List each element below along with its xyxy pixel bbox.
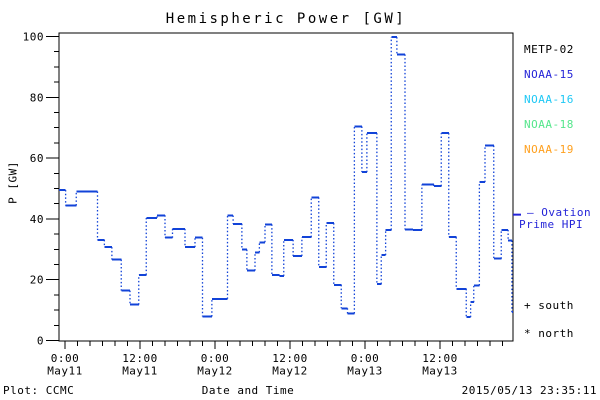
y-tick-label: 0 xyxy=(37,335,44,348)
south-hemisphere-marker-label: + south xyxy=(524,299,574,312)
x-tick-label-time: 0:00 xyxy=(51,352,80,365)
x-tick-label-time: 0:00 xyxy=(351,352,380,365)
ovation-prime-hpi-label-line1: — Ovation xyxy=(527,206,592,219)
x-tick-label-date: May12 xyxy=(197,365,233,378)
north-hemisphere-marker-label: * north xyxy=(524,327,574,340)
legend-item-noaa16: NOAA-16 xyxy=(524,93,574,106)
x-tick-label-time: 12:00 xyxy=(122,352,158,365)
legend-item-noaa18: NOAA-18 xyxy=(524,118,574,131)
x-tick-label-date: May12 xyxy=(272,365,308,378)
legend-item-noaa15: NOAA-15 xyxy=(524,68,574,81)
footer-timestamp: 2015/05/13 23:35:11 xyxy=(461,384,597,397)
y-axis-label: P [GW] xyxy=(6,161,20,204)
legend-item-noaa19: NOAA-19 xyxy=(524,143,574,156)
footer-x-axis-title: Date and Time xyxy=(201,384,295,397)
y-tick-label: 40 xyxy=(30,213,44,226)
x-tick-label-date: May11 xyxy=(47,365,83,378)
x-tick-label-time: 0:00 xyxy=(201,352,230,365)
plot-frame xyxy=(58,32,514,342)
x-tick-label-time: 12:00 xyxy=(272,352,308,365)
x-tick-label-time: 12:00 xyxy=(422,352,458,365)
y-tick-label: 60 xyxy=(30,152,44,165)
x-tick-label-date: May13 xyxy=(422,365,458,378)
chart-title: Hemispheric Power [GW] xyxy=(165,11,407,27)
y-tick-label: 20 xyxy=(30,274,44,287)
ovation-prime-hpi-label-line2: Prime HPI xyxy=(519,218,584,231)
x-tick-label-date: May13 xyxy=(347,365,383,378)
legend-item-metp02: METP-02 xyxy=(524,43,574,56)
footer-plot-source: Plot: CCMC xyxy=(3,384,75,397)
y-tick-label: 80 xyxy=(30,91,44,104)
x-tick-label-date: May11 xyxy=(122,365,158,378)
y-tick-label: 100 xyxy=(23,31,44,44)
